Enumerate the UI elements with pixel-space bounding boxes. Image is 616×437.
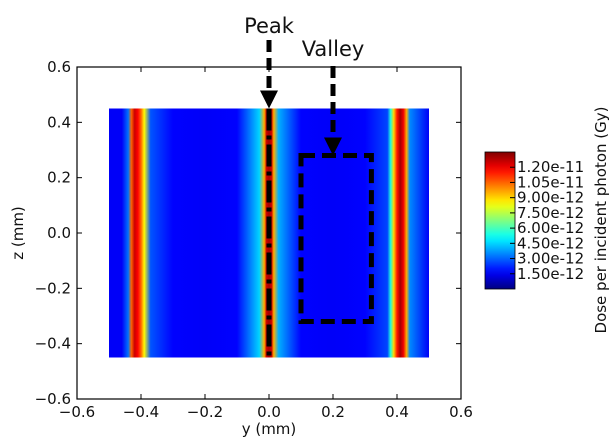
- colorbar: [484, 151, 516, 290]
- annotations: Peak Valley: [244, 14, 374, 358]
- valley-label: Valley: [302, 37, 365, 61]
- peak-arrow-head: [260, 90, 278, 109]
- colorbar-title: Dose per incident photon (Gy): [592, 107, 610, 334]
- colorbar-tick-label: 3.00e-12: [517, 250, 584, 268]
- y-tick-label: 0.6: [47, 58, 71, 76]
- y-axis-ticks: 0.6 0.4 0.2 0.0 −0.2 −0.4 −0.6: [35, 58, 461, 408]
- colorbar-tick-label: 7.50e-12: [517, 204, 584, 222]
- peak-label: Peak: [244, 14, 295, 38]
- x-tick-label: −0.6: [59, 403, 95, 421]
- colorbar-tick-label: 9.00e-12: [517, 189, 584, 207]
- colorbar-tick-label: 1.50e-12: [517, 265, 584, 283]
- x-axis-label: y (mm): [242, 420, 297, 437]
- y-tick-label: −0.6: [35, 390, 71, 408]
- y-tick-label: −0.4: [35, 335, 71, 353]
- y-tick-label: 0.0: [47, 224, 71, 242]
- x-tick-label: −0.4: [123, 403, 159, 421]
- x-tick-label: 0.0: [257, 403, 281, 421]
- colorbar-tick-label: 1.05e-11: [517, 173, 584, 191]
- x-axis-ticks: −0.6 −0.4 −0.2 0.0 0.2 0.4 0.6: [59, 67, 473, 421]
- x-tick-label: 0.4: [385, 403, 409, 421]
- x-tick-label: 0.6: [449, 403, 473, 421]
- colorbar-tick-label: 4.50e-12: [517, 234, 584, 252]
- colorbar-ticks: 1.50e-123.00e-124.50e-126.00e-127.50e-12…: [510, 158, 584, 283]
- y-tick-label: 0.2: [47, 169, 71, 187]
- x-tick-label: −0.2: [187, 403, 223, 421]
- y-tick-label: −0.2: [35, 279, 71, 297]
- y-tick-label: 0.4: [47, 113, 71, 131]
- valley-arrow-head: [324, 137, 342, 156]
- y-axis-label: z (mm): [9, 206, 27, 260]
- colorbar-tick-label: 1.20e-11: [517, 158, 584, 176]
- colorbar-tick-label: 6.00e-12: [517, 219, 584, 237]
- valley-dashed-box: [298, 153, 374, 325]
- x-tick-label: 0.2: [321, 403, 345, 421]
